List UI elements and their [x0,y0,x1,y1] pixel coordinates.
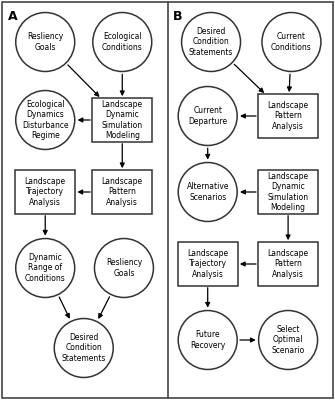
Text: B: B [173,10,182,23]
Text: Landscape
Dynamic
Simulation
Modeling: Landscape Dynamic Simulation Modeling [102,100,143,140]
Text: Landscape
Trajectory
Analysis: Landscape Trajectory Analysis [187,250,228,278]
Text: Desired
Condition
Statements: Desired Condition Statements [62,334,106,362]
Text: Landscape
Pattern
Analysis: Landscape Pattern Analysis [102,178,143,206]
Ellipse shape [262,12,321,72]
Text: Future
Recovery: Future Recovery [190,330,225,350]
FancyBboxPatch shape [258,94,318,138]
Ellipse shape [178,86,237,146]
Text: Current
Conditions: Current Conditions [271,32,312,52]
FancyBboxPatch shape [178,242,238,286]
Text: A: A [8,10,18,23]
Ellipse shape [182,12,241,72]
Text: Select
Optimal
Scenario: Select Optimal Scenario [271,326,305,354]
FancyBboxPatch shape [92,170,152,214]
Text: Landscape
Pattern
Analysis: Landscape Pattern Analysis [268,250,309,278]
Ellipse shape [16,238,75,298]
Ellipse shape [16,90,75,150]
Ellipse shape [259,310,318,370]
FancyBboxPatch shape [15,170,75,214]
Text: Ecological
Conditions: Ecological Conditions [102,32,143,52]
Text: Alternative
Scenarios: Alternative Scenarios [187,182,229,202]
Text: Ecological
Dynamics
Disturbance
Regime: Ecological Dynamics Disturbance Regime [22,100,69,140]
Ellipse shape [54,318,113,378]
Ellipse shape [178,310,237,370]
Text: Resliency
Goals: Resliency Goals [106,258,142,278]
Text: Current
Departure: Current Departure [188,106,227,126]
FancyBboxPatch shape [2,2,333,398]
Ellipse shape [94,238,153,298]
Text: Landscape
Trajectory
Analysis: Landscape Trajectory Analysis [25,178,66,206]
FancyBboxPatch shape [258,170,318,214]
Text: Dynamic
Range of
Conditions: Dynamic Range of Conditions [25,254,66,282]
FancyBboxPatch shape [92,98,152,142]
Text: Landscape
Dynamic
Simulation
Modeling: Landscape Dynamic Simulation Modeling [268,172,309,212]
FancyBboxPatch shape [258,242,318,286]
Text: Resliency
Goals: Resliency Goals [27,32,63,52]
Ellipse shape [93,12,152,72]
Ellipse shape [16,12,75,72]
Text: Landscape
Pattern
Analysis: Landscape Pattern Analysis [268,102,309,130]
Text: Desired
Condition
Statements: Desired Condition Statements [189,28,233,56]
Ellipse shape [178,162,237,222]
